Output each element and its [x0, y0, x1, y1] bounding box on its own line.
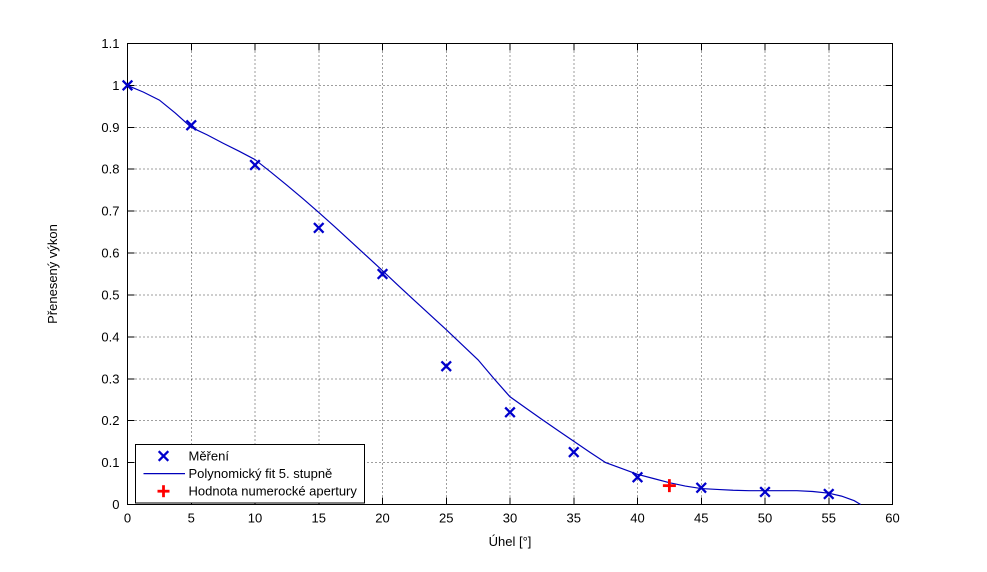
x-tick-label: 10 [248, 511, 262, 526]
legend: Měření Polynomický fit 5. stupně Hodnota n… [135, 444, 365, 504]
x-tick-label: 20 [375, 511, 389, 526]
y-tick-label: 0.3 [101, 371, 119, 386]
y-tick-label: 0.2 [101, 413, 119, 428]
y-tick-label: 1.1 [101, 36, 119, 51]
x-tick-label: 30 [503, 511, 517, 526]
y-tick-label: 0 [112, 497, 119, 512]
x-tick-label: 25 [439, 511, 453, 526]
legend-entry: Polynomický fit 5. stupně [143, 466, 333, 481]
y-tick-label: 0.8 [101, 162, 119, 177]
plot-border [127, 43, 893, 505]
y-axis-label: Přenesený výkon [45, 224, 60, 324]
legend-entry: Hodnota numerocké apertury [157, 484, 358, 499]
x-axis-label: Úhel [°] [489, 534, 532, 549]
measurement-series [121, 79, 835, 500]
measurement-marker [695, 482, 707, 494]
aperture-marker [662, 479, 676, 493]
x-tick-label: 40 [630, 511, 644, 526]
x-tick-label: 45 [694, 511, 708, 526]
y-tick-label: 0.6 [101, 246, 119, 261]
y-tick-label: 0.5 [101, 287, 119, 302]
x-tick-label: 60 [885, 511, 899, 526]
y-tick-label: 0.9 [101, 120, 119, 135]
measurement-marker [376, 268, 389, 280]
legend-label: Hodnota numerocké apertury [189, 484, 358, 499]
measurement-marker [631, 471, 644, 483]
x-tick-label: 35 [567, 511, 581, 526]
measurement-marker [823, 488, 835, 500]
x-tick-label: 55 [822, 511, 836, 526]
measurement-marker [568, 446, 580, 458]
y-tick-label: 0.4 [101, 329, 119, 344]
legend-label: Měření [189, 449, 230, 464]
x-tick-label: 0 [124, 511, 131, 526]
measurement-marker [440, 360, 452, 372]
x-tick-label: 5 [188, 511, 195, 526]
x-tick-label: 50 [758, 511, 772, 526]
legend-label: Polynomický fit 5. stupně [189, 466, 333, 481]
measurement-marker [504, 406, 516, 418]
legend-entry: Měření [157, 449, 230, 464]
y-tick-label: 1 [112, 78, 119, 93]
measurement-marker [313, 222, 325, 234]
aperture-series [662, 479, 676, 493]
y-tick-label: 0.7 [101, 204, 119, 219]
y-tick-label: 0.1 [101, 455, 119, 470]
x-tick-label: 15 [312, 511, 326, 526]
fit-curve [127, 84, 861, 506]
measurement-marker [759, 486, 771, 498]
